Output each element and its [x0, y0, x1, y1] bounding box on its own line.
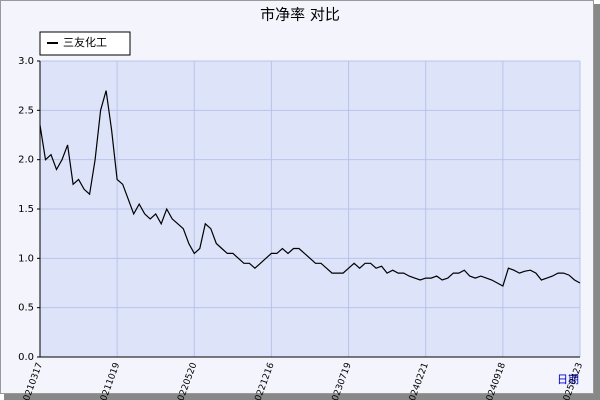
y-tick-label: 2.5 [18, 105, 34, 116]
shadow [4, 394, 600, 400]
y-tick-label: 1.5 [18, 204, 34, 215]
legend-label: 三友化工 [63, 35, 107, 49]
y-tick-label: 3.0 [18, 56, 34, 67]
chart-title: 市净率 对比 [260, 6, 340, 24]
y-tick-label: 0.5 [18, 303, 34, 314]
y-tick-label: 2.0 [18, 155, 34, 166]
x-axis-label: 日期 [557, 373, 579, 386]
y-tick-label: 1.0 [18, 253, 34, 264]
shadow [594, 4, 600, 400]
legend-box [39, 31, 131, 56]
y-tick-label: 0.0 [18, 352, 34, 363]
series-line [39, 90, 581, 287]
